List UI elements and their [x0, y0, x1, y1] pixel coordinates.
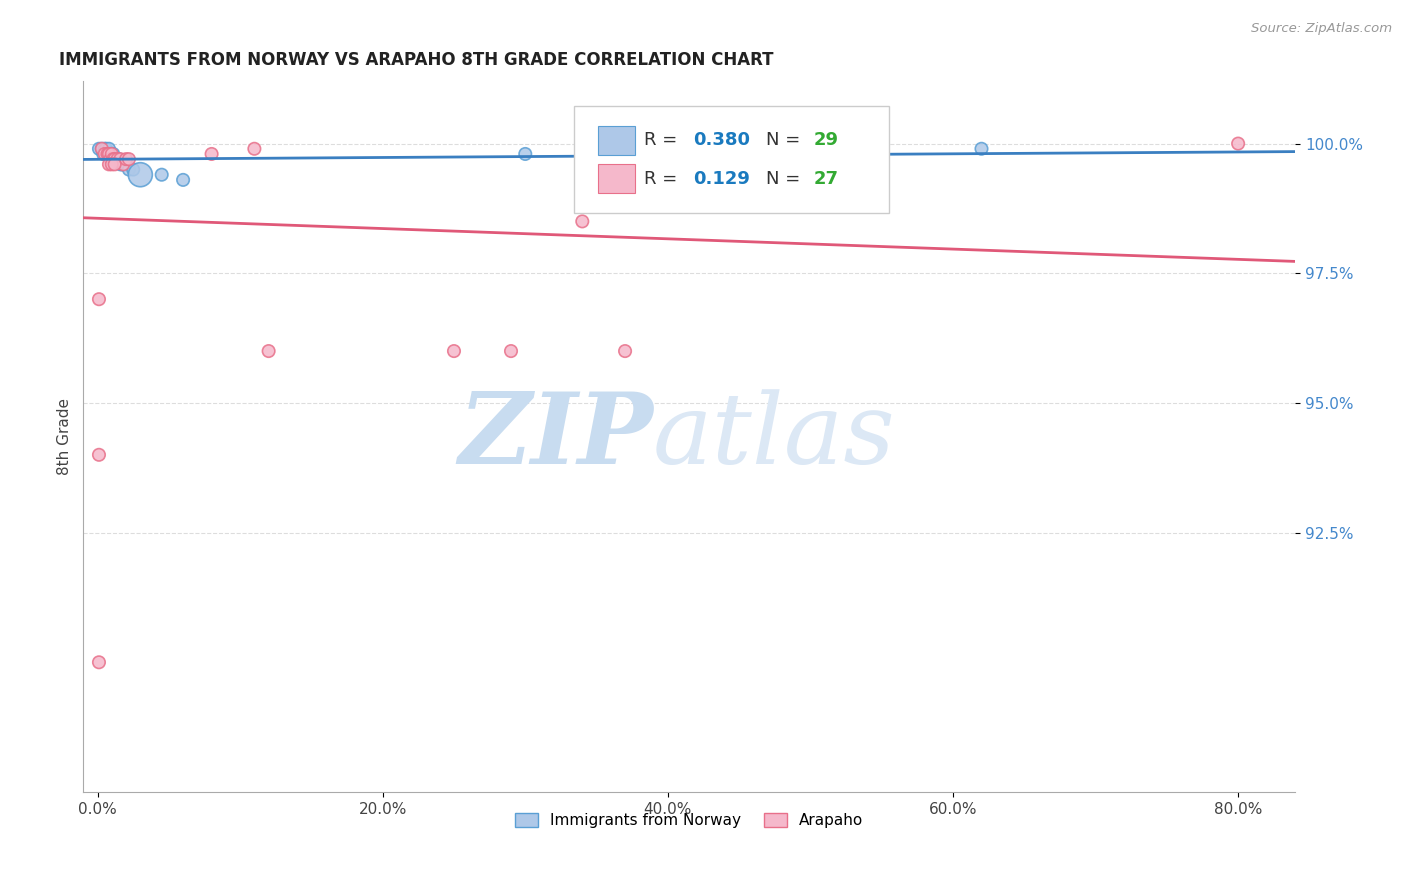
Point	[100, 152, 122, 166]
Point	[103, 152, 125, 166]
Point	[1227, 136, 1250, 151]
Text: R =: R =	[644, 131, 683, 149]
Text: 0.380: 0.380	[693, 131, 749, 149]
Point	[499, 344, 522, 359]
Point	[243, 142, 266, 156]
Point	[105, 152, 128, 166]
Point	[118, 162, 141, 177]
Point	[112, 157, 135, 171]
Point	[443, 344, 465, 359]
Point	[94, 142, 117, 156]
FancyBboxPatch shape	[599, 126, 634, 154]
Point	[91, 147, 114, 161]
Point	[97, 147, 120, 161]
Point	[97, 157, 120, 171]
Point	[107, 152, 129, 166]
Point	[515, 147, 537, 161]
Point	[122, 162, 145, 177]
Point	[110, 157, 132, 171]
Point	[90, 142, 112, 156]
Point	[101, 147, 124, 161]
Point	[571, 214, 593, 228]
Point	[101, 147, 124, 161]
Text: IMMIGRANTS FROM NORWAY VS ARAPAHO 8TH GRADE CORRELATION CHART: IMMIGRANTS FROM NORWAY VS ARAPAHO 8TH GR…	[59, 51, 773, 69]
Text: 29: 29	[814, 131, 839, 149]
Point	[108, 152, 131, 166]
Point	[257, 344, 280, 359]
Point	[96, 147, 118, 161]
Point	[115, 157, 138, 171]
Text: 27: 27	[814, 169, 839, 187]
Point	[578, 152, 600, 166]
Point	[104, 157, 127, 171]
Point	[97, 142, 120, 156]
Point	[614, 344, 637, 359]
Point	[115, 152, 138, 166]
FancyBboxPatch shape	[599, 164, 634, 193]
Legend: Immigrants from Norway, Arapaho: Immigrants from Norway, Arapaho	[509, 806, 869, 834]
Point	[111, 157, 134, 171]
Point	[97, 147, 120, 161]
Text: Source: ZipAtlas.com: Source: ZipAtlas.com	[1251, 22, 1392, 36]
Point	[87, 655, 110, 669]
Point	[172, 173, 194, 187]
Point	[118, 152, 141, 166]
Point	[103, 147, 125, 161]
Text: atlas: atlas	[652, 389, 896, 484]
Point	[93, 147, 115, 161]
Point	[101, 147, 124, 161]
Point	[104, 152, 127, 166]
Point	[107, 152, 129, 166]
Point	[96, 147, 118, 161]
Point	[101, 157, 124, 171]
Text: N =: N =	[766, 169, 806, 187]
Point	[150, 168, 173, 182]
Point	[87, 448, 110, 462]
Point	[112, 157, 135, 171]
Point	[129, 168, 152, 182]
Point	[110, 152, 132, 166]
Point	[104, 152, 127, 166]
Point	[103, 152, 125, 166]
FancyBboxPatch shape	[574, 106, 889, 213]
Text: N =: N =	[766, 131, 806, 149]
Point	[87, 142, 110, 156]
Point	[93, 142, 115, 156]
Text: ZIP: ZIP	[458, 388, 652, 485]
Text: 0.129: 0.129	[693, 169, 749, 187]
Point	[87, 292, 110, 306]
Point	[970, 142, 993, 156]
Point	[90, 142, 112, 156]
Y-axis label: 8th Grade: 8th Grade	[58, 398, 72, 475]
Text: R =: R =	[644, 169, 683, 187]
Point	[100, 147, 122, 161]
Point	[201, 147, 224, 161]
